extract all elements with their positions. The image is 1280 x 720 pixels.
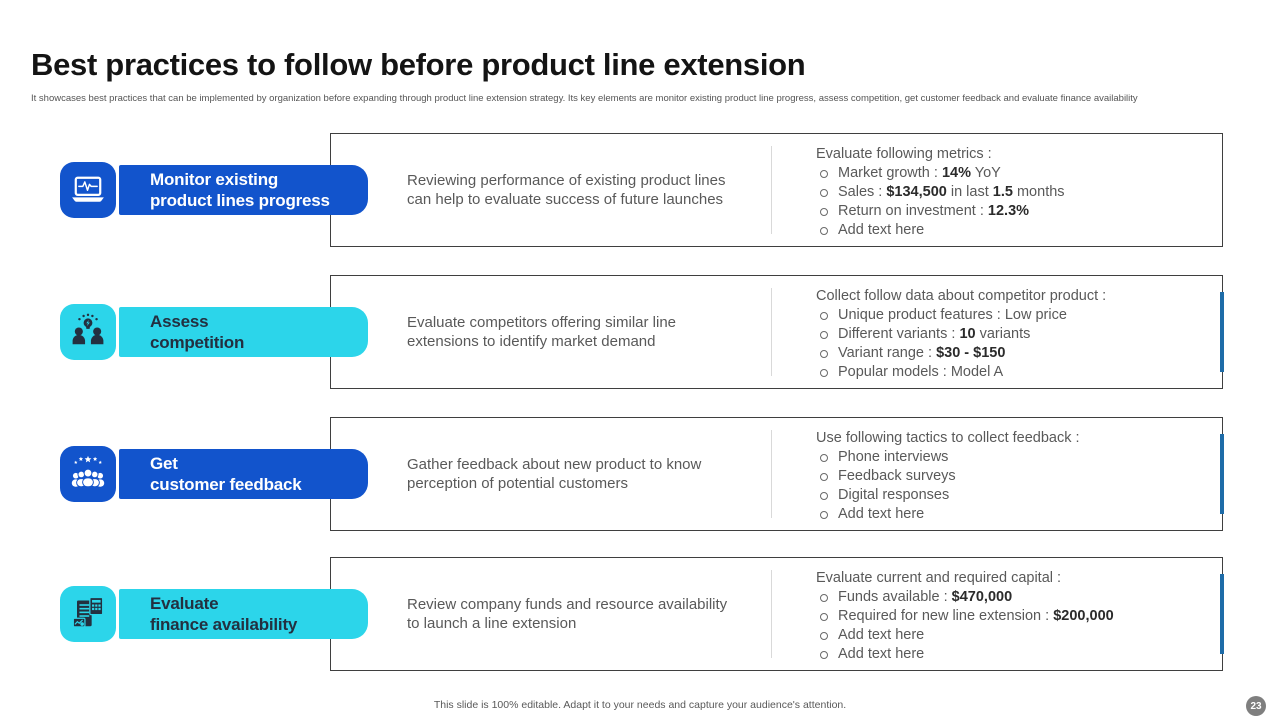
row-label-banner: Evaluate finance availability <box>119 589 368 639</box>
list-item: Variant range : $30 - $150 <box>816 344 1211 363</box>
row-label-line2: finance availability <box>150 615 298 634</box>
metrics-list: Evaluate current and required capital : … <box>816 569 1211 664</box>
footer-note: This slide is 100% editable. Adapt it to… <box>433 699 847 711</box>
row-label-line1: Monitor existing <box>150 170 279 189</box>
list-item-text: Return on investment : 12.3% <box>838 203 1030 219</box>
row-label-banner: Get customer feedback <box>119 449 368 499</box>
row-label-line2: product lines progress <box>150 191 330 210</box>
bullet-marker <box>820 170 828 178</box>
list-item-text: Add text here <box>838 646 925 662</box>
list-item-text: Add text here <box>838 222 925 238</box>
row-description: Evaluate competitors offering similar li… <box>407 314 677 350</box>
list-item-text: Digital responses <box>838 487 950 503</box>
list-item: Add text here <box>816 626 1211 645</box>
row-label-line1: Assess <box>150 312 209 331</box>
list-header: Collect follow data about competitor pro… <box>816 288 1107 304</box>
page-number-badge: 23 <box>1246 696 1266 716</box>
customer-rating-icon <box>71 455 105 488</box>
list-item: Funds available : $470,000 <box>816 588 1211 607</box>
row-description: Review company funds and resource availa… <box>407 596 728 632</box>
slide-subtitle: It showcases best practices that can be … <box>31 92 1138 104</box>
list-item: Return on investment : 12.3% <box>816 202 1211 221</box>
list-item-text: Popular models : Model A <box>838 364 1004 380</box>
list-item: Different variants : 10 variants <box>816 325 1211 344</box>
vertical-divider <box>771 146 772 234</box>
page-title: Best practices to follow before product … <box>31 46 806 82</box>
list-item-text: Unique product features : Low price <box>838 307 1067 323</box>
list-item: Feedback surveys <box>816 467 1211 486</box>
row-description: Gather feedback about new product to kno… <box>407 456 702 492</box>
right-accent-bar <box>1220 574 1224 654</box>
list-item: Unique product features : Low price <box>816 306 1211 325</box>
bullet-marker <box>820 369 828 377</box>
list-item-text: Different variants : 10 variants <box>838 326 1031 342</box>
row-content-box: Review company funds and resource availa… <box>330 557 1224 671</box>
list-item-text: Phone interviews <box>838 449 949 465</box>
right-accent-bar <box>1220 292 1224 372</box>
bullet-marker <box>820 331 828 339</box>
vertical-divider <box>771 430 772 518</box>
row-label-banner: Monitor existing product lines progress <box>119 165 368 215</box>
bullet-marker <box>820 594 828 602</box>
list-item: Add text here <box>816 645 1211 664</box>
list-item: Phone interviews <box>816 448 1211 467</box>
row-content-box: Evaluate competitors offering similar li… <box>330 275 1224 389</box>
bullet-marker <box>820 189 828 197</box>
practice-row: Review company funds and resource availa… <box>0 557 1280 671</box>
bullet-marker <box>820 227 828 235</box>
bullet-marker <box>820 632 828 640</box>
list-item: Sales : $134,500 in last 1.5 months <box>816 183 1211 202</box>
vertical-divider <box>771 288 772 376</box>
row-icon-tile <box>60 162 116 218</box>
list-item: Market growth : 14% YoY <box>816 164 1211 183</box>
list-header: Use following tactics to collect feedbac… <box>816 430 1080 446</box>
list-item-text: Funds available : $470,000 <box>838 589 1013 605</box>
row-label-line1: Get <box>150 454 178 473</box>
row-icon-tile <box>60 304 116 360</box>
bullet-marker <box>820 511 828 519</box>
row-content-box: Reviewing performance of existing produc… <box>330 133 1223 247</box>
metrics-list: Evaluate following metrics : Market grow… <box>816 145 1211 240</box>
list-item: Popular models : Model A <box>816 363 1211 382</box>
metrics-list: Collect follow data about competitor pro… <box>816 287 1211 382</box>
metrics-list: Use following tactics to collect feedbac… <box>816 429 1211 524</box>
row-icon-tile <box>60 446 116 502</box>
list-item-text: Sales : $134,500 in last 1.5 months <box>838 184 1065 200</box>
list-item-text: Add text here <box>838 627 925 643</box>
list-item: Add text here <box>816 221 1211 240</box>
laptop-pulse-icon <box>72 176 104 202</box>
finance-documents-icon <box>72 596 104 628</box>
list-item-text: Feedback surveys <box>838 468 956 484</box>
row-label-banner: Assess competition <box>119 307 368 357</box>
right-accent-bar <box>1220 434 1224 514</box>
list-item-text: Variant range : $30 - $150 <box>838 345 1006 361</box>
list-item: Required for new line extension : $200,0… <box>816 607 1211 626</box>
row-label-line2: competition <box>150 333 245 352</box>
row-label-line1: Evaluate <box>150 594 219 613</box>
row-content-box: Gather feedback about new product to kno… <box>330 417 1224 531</box>
vertical-divider <box>771 570 772 658</box>
list-item-text: Add text here <box>838 506 925 522</box>
bullet-marker <box>820 651 828 659</box>
row-description: Reviewing performance of existing produc… <box>407 172 726 208</box>
list-item-text: Market growth : 14% YoY <box>838 165 1001 181</box>
list-header: Evaluate current and required capital : <box>816 570 1062 586</box>
practice-row: Reviewing performance of existing produc… <box>0 133 1280 247</box>
bullet-marker <box>820 613 828 621</box>
row-icon-tile <box>60 586 116 642</box>
list-item: Add text here <box>816 505 1211 524</box>
bullet-marker <box>820 312 828 320</box>
list-header: Evaluate following metrics : <box>816 146 992 162</box>
practice-row: Gather feedback about new product to kno… <box>0 417 1280 531</box>
bullet-marker <box>820 350 828 358</box>
practice-row: Evaluate competitors offering similar li… <box>0 275 1280 389</box>
list-item-text: Required for new line extension : $200,0… <box>838 608 1114 624</box>
bullet-marker <box>820 492 828 500</box>
bullet-marker <box>820 208 828 216</box>
list-item: Digital responses <box>816 486 1211 505</box>
row-label-line2: customer feedback <box>150 475 302 494</box>
bullet-marker <box>820 454 828 462</box>
people-idea-icon <box>72 313 104 345</box>
bullet-marker <box>820 473 828 481</box>
